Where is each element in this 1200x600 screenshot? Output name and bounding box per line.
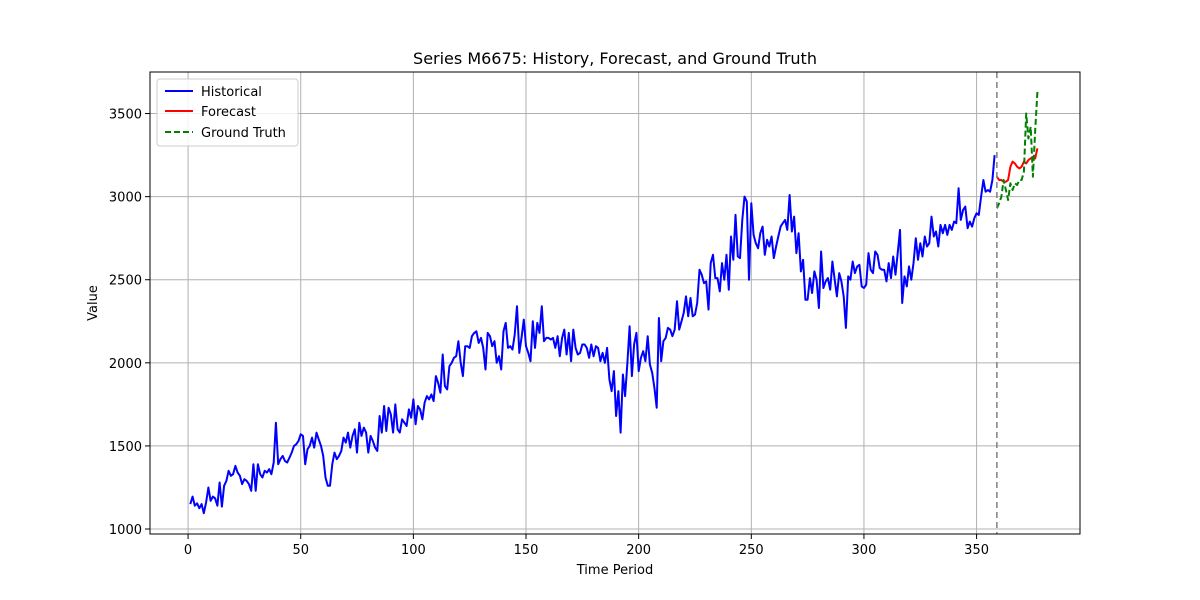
legend-label-ground-truth: Ground Truth	[201, 126, 286, 141]
y-tick-label: 1000	[109, 523, 142, 538]
x-tick-label: 350	[964, 543, 989, 558]
y-axis-label: Value	[86, 285, 101, 321]
legend: Historical Forecast Ground Truth	[156, 78, 299, 147]
y-tick-label: 1500	[109, 440, 142, 455]
legend-label-forecast: Forecast	[201, 105, 256, 120]
legend-label-historical: Historical	[201, 85, 262, 100]
x-tick-label: 100	[401, 543, 426, 558]
series-layer	[189, 91, 1039, 515]
y-tick-label: 3000	[109, 191, 142, 206]
series-line-historical	[189, 155, 996, 515]
legend-box	[156, 78, 299, 147]
x-tick-label: 200	[626, 543, 651, 558]
y-tick-label: 2500	[109, 274, 142, 289]
series-line-ground-truth	[995, 91, 1039, 209]
x-tick-label: 0	[184, 543, 192, 558]
y-tick-label: 3500	[109, 108, 142, 123]
x-axis-ticks: 0 50 100 150 200 250 300 350	[184, 534, 989, 558]
plot-frame	[149, 71, 1081, 535]
x-tick-label: 150	[514, 543, 539, 558]
x-tick-label: 50	[292, 543, 309, 558]
grid	[150, 72, 1080, 534]
x-tick-label: 300	[852, 543, 877, 558]
y-tick-label: 2000	[109, 357, 142, 372]
x-tick-label: 250	[739, 543, 764, 558]
y-axis-ticks: 1000 1500 2000 2500 3000 3500	[109, 108, 150, 538]
chart-title: Series M6675: History, Forecast, and Gro…	[413, 49, 817, 68]
x-axis-label: Time Period	[576, 563, 653, 578]
